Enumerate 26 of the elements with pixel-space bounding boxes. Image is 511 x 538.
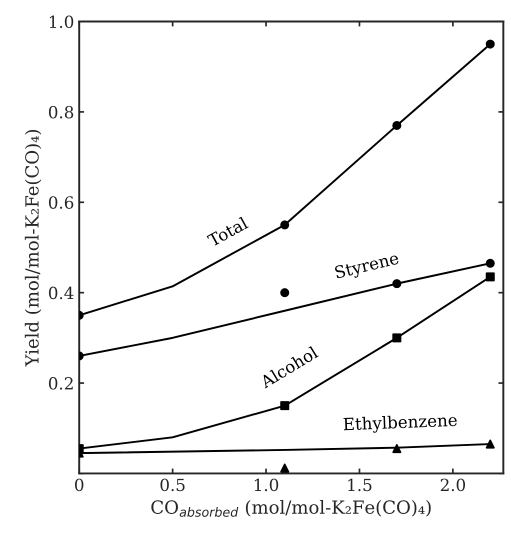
y-tick-label: 0.8 [48, 106, 74, 118]
x-tick-label: 0 [75, 478, 84, 492]
point [486, 40, 495, 49]
point [280, 464, 290, 473]
point [392, 120, 402, 130]
point [486, 440, 495, 449]
point [486, 258, 495, 268]
point [392, 444, 402, 454]
point [392, 279, 402, 288]
x-tick-label: 1.5 [348, 478, 372, 492]
y-tick-label: 1.0 [50, 15, 74, 28]
point [486, 272, 495, 282]
y-tick-label: 0.6 [48, 196, 74, 209]
point [280, 401, 290, 410]
point [280, 288, 290, 298]
point [280, 220, 290, 230]
series-label: Ethylbenzene [343, 413, 458, 434]
y-axis-title: Yield (mol/mol-K₂Fe(CO)₄) [24, 130, 42, 367]
x-tick-label: 2.0 [440, 478, 466, 492]
x-axis-title: CO$_{absorbed}$ (mol/mol-K₂Fe(CO)₄) [151, 500, 431, 517]
text: Styrene [334, 251, 400, 282]
x-tick-label: 1.0 [254, 478, 278, 492]
y-tick-label: 0.4 [48, 286, 74, 300]
point [392, 333, 402, 342]
x-tick-label: 0.5 [160, 478, 185, 492]
y-tick-label: 0.2 [48, 377, 73, 390]
